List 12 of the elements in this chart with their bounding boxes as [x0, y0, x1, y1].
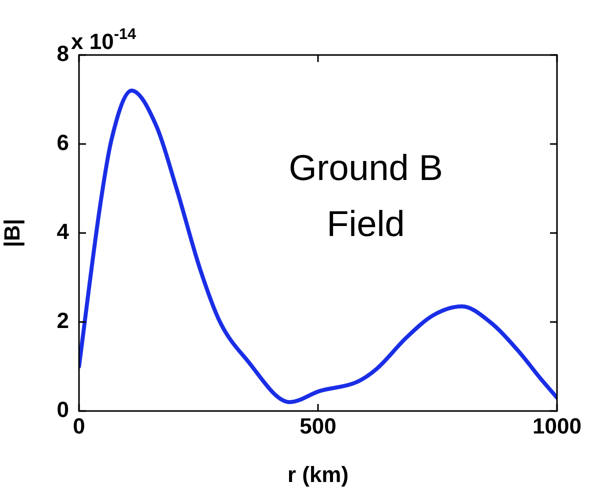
x-tick-label: 500	[300, 413, 336, 438]
x-tick-label: 1000	[532, 413, 582, 438]
y-tick-label: 6	[56, 130, 69, 156]
y-tick-label: 2	[56, 308, 69, 334]
x-axis-title: r (km)	[287, 462, 349, 487]
x-tick-label: 0	[72, 413, 86, 438]
y-axis-title: |B|	[0, 218, 24, 248]
line-series	[79, 88, 557, 404]
annotation: Ground B Field	[288, 146, 443, 244]
y-tick-label: 8	[56, 41, 69, 66]
y-tick-label: 4	[56, 219, 70, 244]
y-tick-label: 0	[56, 397, 69, 422]
